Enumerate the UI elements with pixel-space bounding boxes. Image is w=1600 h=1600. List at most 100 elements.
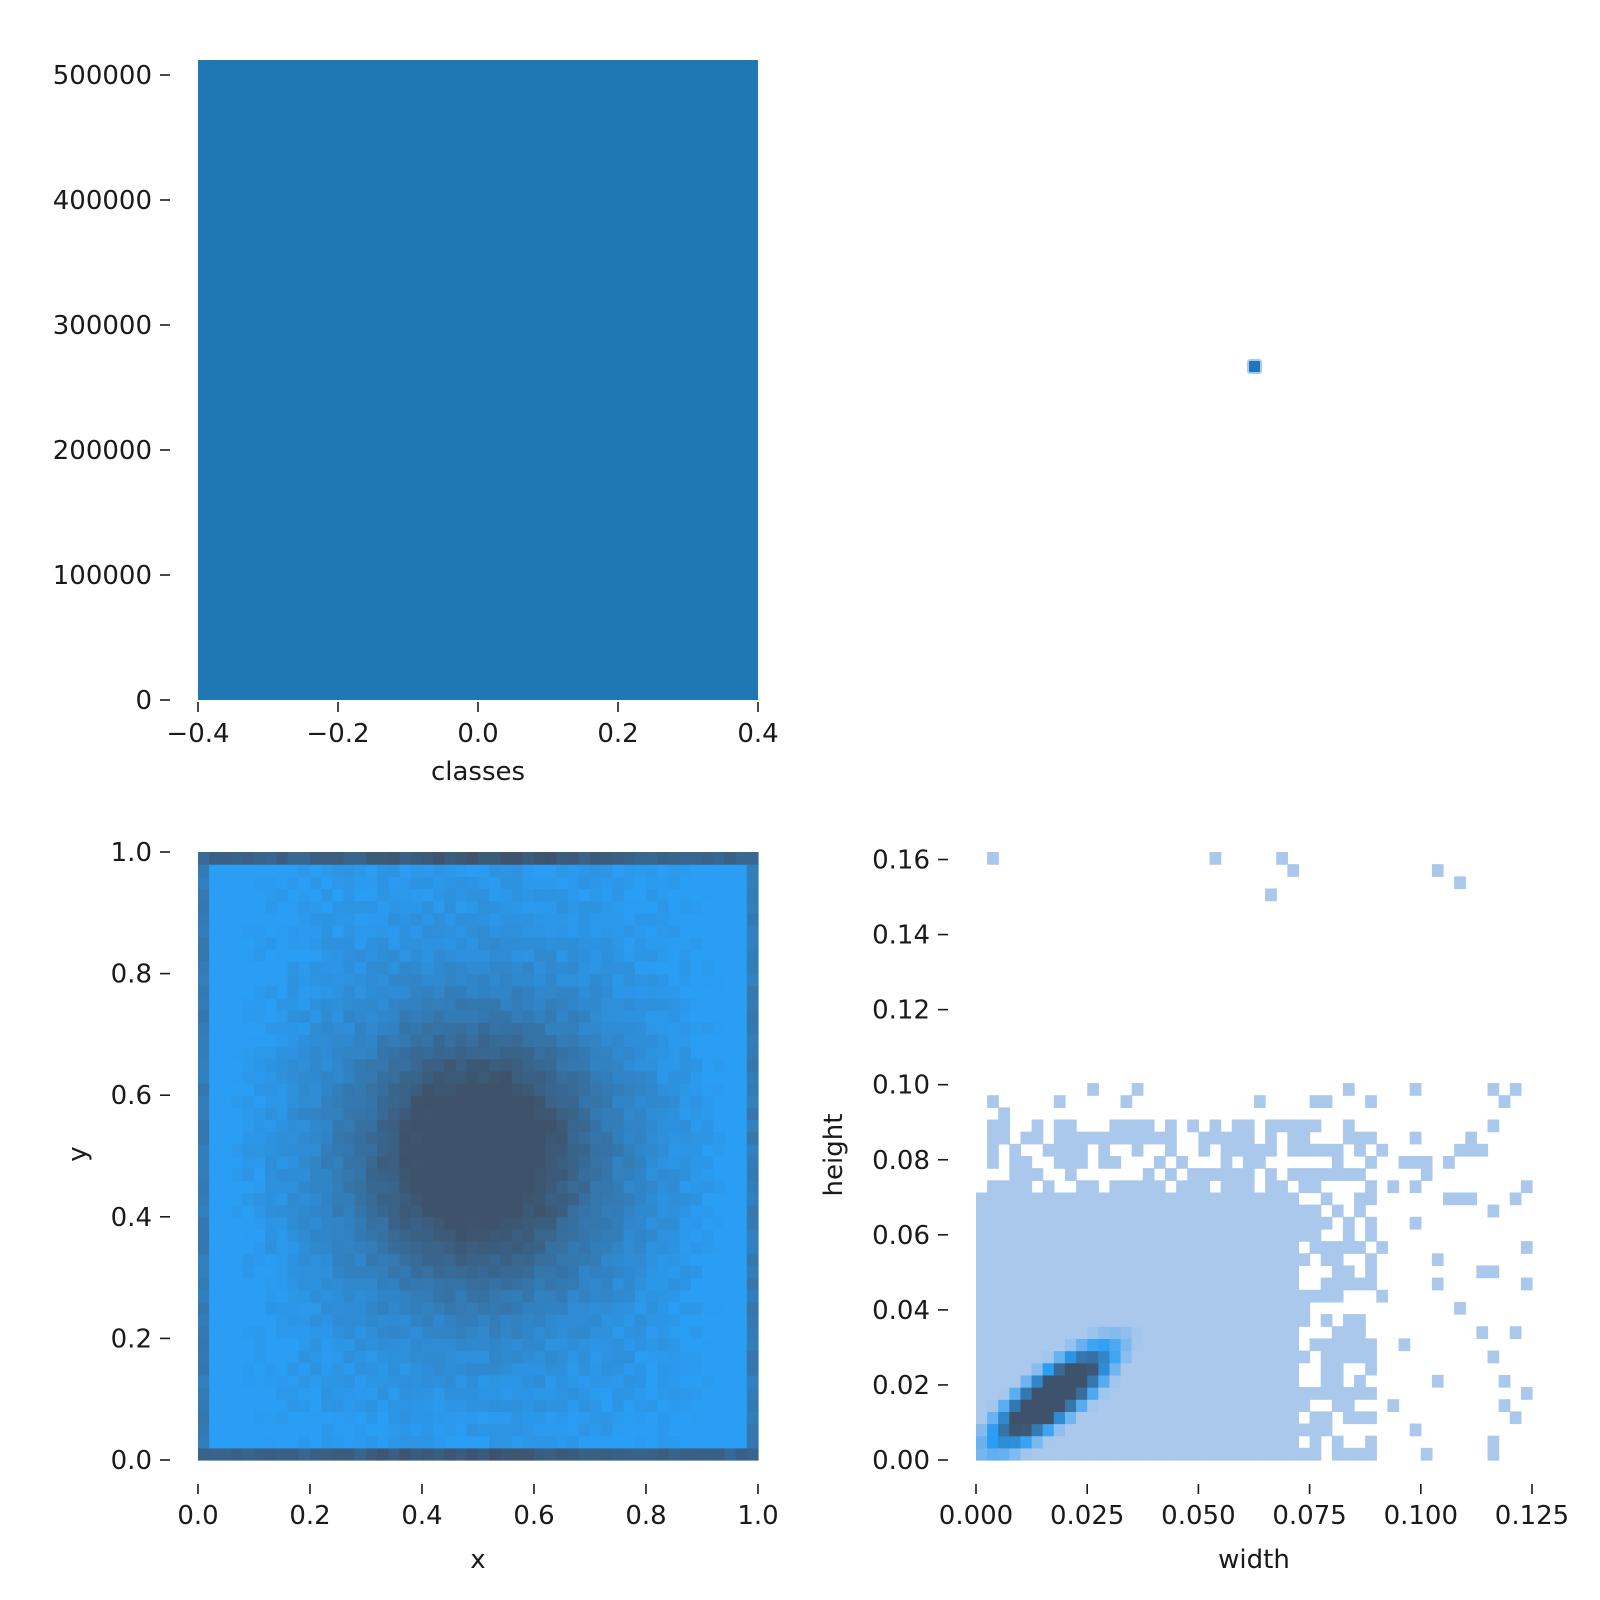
xy-heatmap-cell (511, 1387, 524, 1400)
wh-heatmap-cell (1109, 1362, 1122, 1376)
wh-heatmap-cell (1187, 1119, 1199, 1133)
wh-heatmap-cell (1165, 1301, 1177, 1315)
xy-heatmap-cell (478, 1156, 490, 1169)
xy-heatmap-cell (567, 1362, 580, 1376)
xy-heatmap-cell (220, 1010, 233, 1023)
xy-heatmap-cell (466, 937, 479, 950)
wh-heatmap-cell (1131, 1192, 1144, 1206)
xy-heatmap-cell (422, 924, 434, 938)
xy-heatmap-cell (321, 973, 333, 987)
xy-heatmap-cell (209, 1301, 221, 1315)
xy-heatmap-cell (567, 888, 580, 902)
xy-heatmap-cell (287, 1022, 300, 1035)
xy-heatmap-cell (489, 1301, 501, 1315)
xy-heatmap-cell (455, 912, 468, 926)
wh-heatmap-cell (1265, 1289, 1277, 1303)
xy-heatmap-cell (724, 1435, 737, 1449)
wh-heatmap-cell (1142, 1204, 1155, 1218)
xy-heatmap-cell (220, 900, 233, 914)
xy-heatmap-cell (634, 961, 647, 975)
xy-heatmap-cell (735, 1070, 748, 1084)
xy-heatmap-cell (343, 1314, 356, 1327)
xy-heatmap-cell (276, 1301, 289, 1315)
xy-heatmap-cell (321, 852, 333, 865)
wh-heatmap-cell (1365, 1216, 1377, 1230)
xy-heatmap-cell (444, 900, 457, 914)
xy-heatmap-cell (433, 1423, 445, 1437)
wh-heatmap-cell (1098, 1350, 1111, 1364)
xy-heatmap-cell (433, 1058, 445, 1072)
xy-heatmap-cell (634, 1411, 647, 1425)
xy-heatmap-cell (690, 1216, 703, 1230)
xy-heatmap-cell (646, 1387, 658, 1400)
wh-heatmap-cell (1309, 1423, 1322, 1437)
xy-heatmap-cell (399, 1070, 412, 1084)
xy-heatmap-cell (455, 1156, 468, 1169)
xy-heatmap-cell (343, 1058, 356, 1072)
wh-heatmap-cell (1042, 1374, 1055, 1388)
xy-heatmap-cell (399, 1095, 412, 1108)
xy-heatmap-cell (276, 1119, 289, 1133)
wh-heatmap-cell (1398, 1338, 1411, 1352)
wh-heatmap-cell (998, 1204, 1010, 1218)
wh-heatmap-cell (1153, 1180, 1166, 1194)
xy-heatmap-cell (702, 973, 714, 987)
xy-heatmap-cell (534, 1168, 546, 1181)
wh-heatmap-cell (1242, 1387, 1255, 1400)
xy-heatmap-cell (489, 1265, 501, 1279)
xy-heatmap-cell (332, 912, 345, 926)
xy-heatmap-cell (590, 973, 602, 987)
xy-heatmap-cell (388, 1180, 401, 1194)
wh-heatmap-cell (1131, 1435, 1144, 1449)
wh-heatmap-cell (1187, 1338, 1199, 1352)
wh-heatmap-cell (1020, 1338, 1033, 1352)
xy-heatmap-cell (444, 1411, 457, 1425)
xy-heatmap-cell (578, 1107, 591, 1121)
wh-heatmap-cell (1409, 1131, 1422, 1145)
wh-heatmap-cell (1087, 1314, 1099, 1327)
xy-heatmap-cell (534, 888, 546, 902)
xy-heatmap-cell (657, 1301, 669, 1315)
xy-heatmap-cell (623, 1046, 636, 1060)
wh-heatmap-cell (1076, 1374, 1088, 1388)
xy-heatmap-cell (713, 1216, 725, 1230)
xy-heatmap-cell (478, 1143, 490, 1157)
xy-heatmap-cell (746, 1083, 759, 1096)
wh-heatmap-cell (998, 1423, 1010, 1437)
xy-heatmap-cell (242, 973, 255, 987)
xy-heatmap-cell (522, 1362, 535, 1376)
xy-heatmap-cell (746, 1326, 759, 1339)
xy-heatmap-cell (590, 1314, 602, 1327)
xy-heatmap-cell (590, 1180, 602, 1194)
wh-heatmap-cell (1098, 1447, 1111, 1461)
xy-heatmap-cell (366, 1326, 378, 1339)
xy-heatmap-cell (466, 1350, 479, 1364)
xy-heatmap-cell (634, 864, 647, 877)
wh-heatmap-cell (1031, 1204, 1044, 1218)
xy-heatmap-cell (343, 1301, 356, 1315)
xy-heatmap-cell (534, 1362, 546, 1376)
xy-heatmap-cell (198, 1168, 210, 1181)
wh-heatmap-cell (1165, 1289, 1177, 1303)
xy-heatmap-cell (567, 912, 580, 926)
wh-heatmap-cell (1242, 1301, 1255, 1315)
wh-heatmap-cell (1520, 1387, 1533, 1400)
xy-heatmap-cell (198, 1423, 210, 1437)
xy-heatmap-cell (713, 1034, 725, 1048)
xy-heatmap-cell (332, 1399, 345, 1412)
xy-heatmap-cell (690, 1338, 703, 1352)
xy-heatmap-cell (612, 1374, 625, 1388)
wh-heatmap-cell (1365, 1180, 1377, 1194)
xy-heatmap-cell (556, 1362, 569, 1376)
xy-heatmap-cell (422, 1265, 434, 1279)
wh-heatmap-cell (1220, 1435, 1233, 1449)
xy-heatmap-cell (354, 1314, 367, 1327)
wh-heatmap-cell (1231, 1241, 1244, 1254)
wh-heatmap-cell (987, 1447, 999, 1461)
xy-heatmap-cell (657, 1107, 669, 1121)
xy-heatmap-cell (209, 852, 221, 865)
xy-heatmap-cell (321, 1362, 333, 1376)
xy-heatmap-cell (534, 1228, 546, 1242)
xy-heatmap-cell (601, 1362, 613, 1376)
wh-heatmap-cell (1064, 1435, 1077, 1449)
